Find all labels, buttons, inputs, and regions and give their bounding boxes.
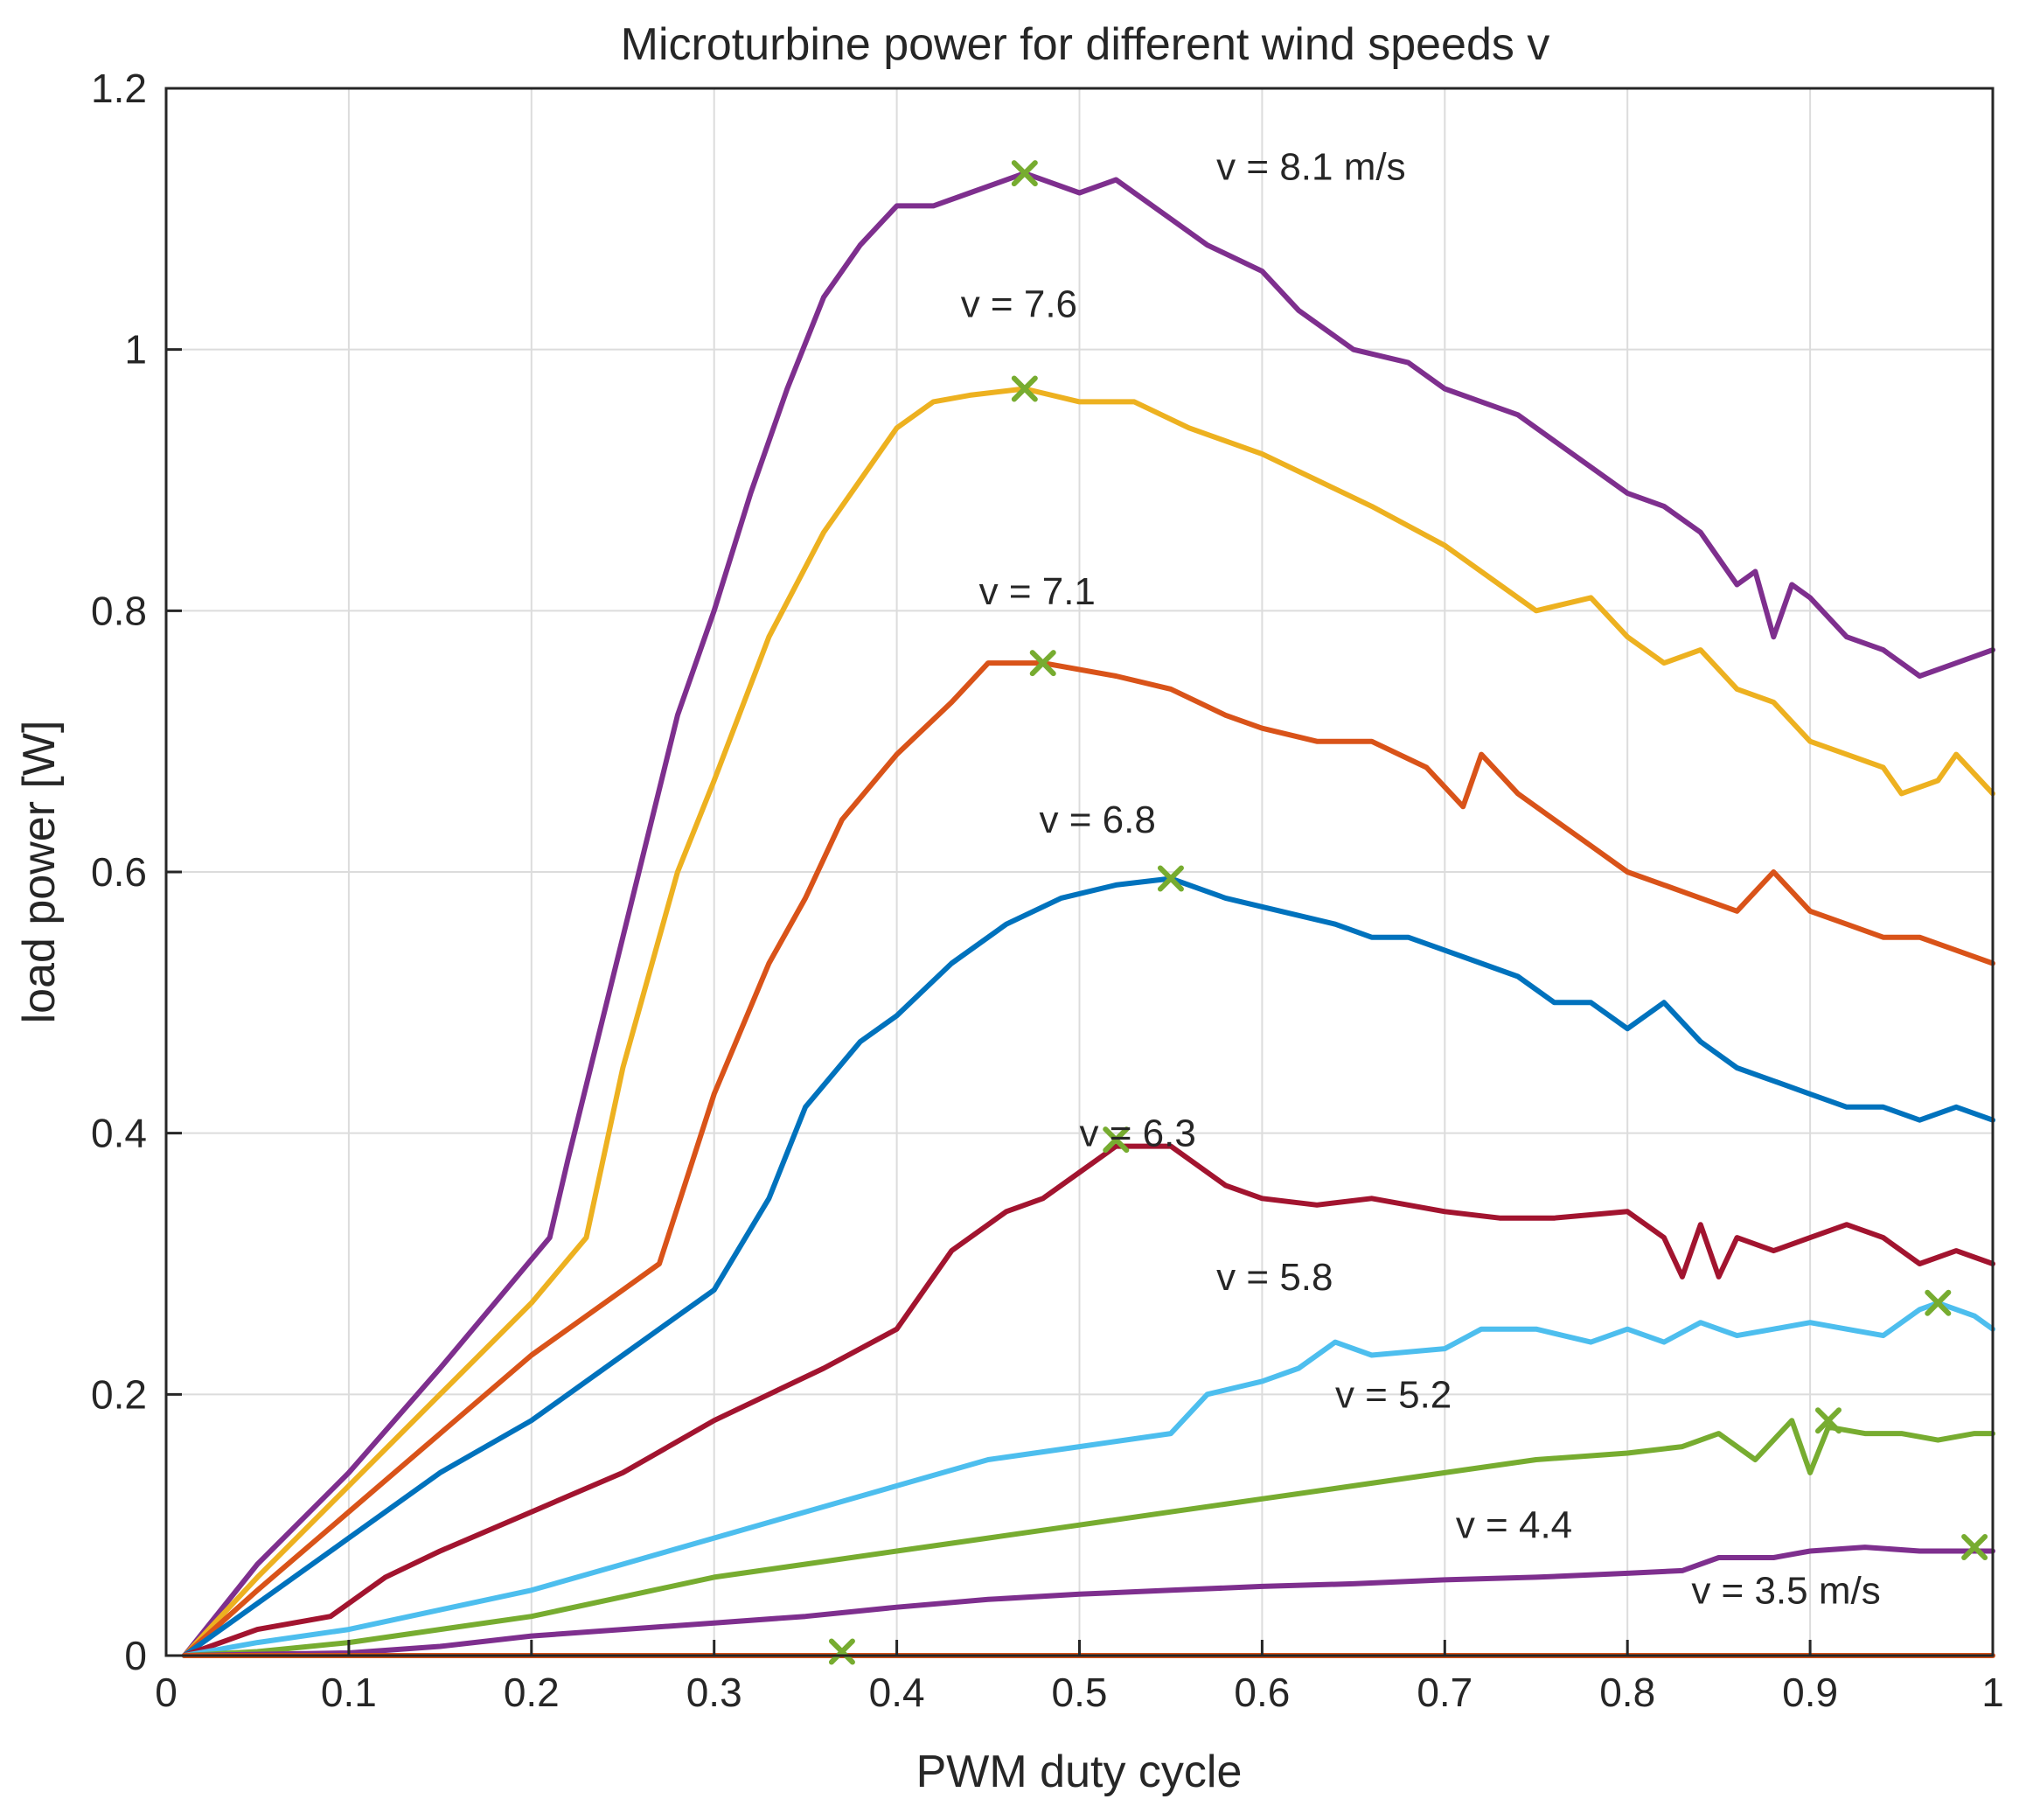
x-tick-label: 0.6: [1234, 1670, 1290, 1715]
y-tick-label: 0.4: [91, 1111, 147, 1156]
y-axis-title: load power [W]: [14, 721, 65, 1024]
max-power-marker-0: [1011, 160, 1038, 187]
y-tick-label: 0.8: [91, 588, 147, 633]
max-power-marker-2: [1029, 650, 1056, 677]
max-power-marker-7: [1961, 1534, 1988, 1561]
x-axis: 0 0.1 0.2 0.3 0.4 0.5 0.6 0.7 0.8 0.9 1: [155, 1640, 2004, 1715]
max-power-marker-1: [1011, 375, 1038, 402]
series-annotation-8: v = 3.5 m/s: [1691, 1569, 1880, 1612]
marker-stroke: [1157, 865, 1184, 892]
marker-stroke: [1029, 650, 1056, 677]
series-annotation-1: v = 7.6: [961, 282, 1077, 325]
y-tick-label: 0: [124, 1633, 147, 1678]
series-annotation-0: v = 8.1 m/s: [1216, 146, 1405, 189]
max-power-marker-5: [1925, 1289, 1952, 1316]
series-annotation-4: v = 6.3: [1080, 1112, 1196, 1155]
marker-stroke: [828, 1638, 855, 1665]
x-tick-label: 0.1: [321, 1670, 377, 1715]
y-tick-label: 0.2: [91, 1371, 147, 1417]
marker-stroke: [1011, 375, 1038, 402]
y-tick-label: 1: [124, 327, 147, 373]
label-layer: v = 8.1 m/s v = 7.6 v = 7.1 v = 6.8 v = 6.3 v…: [961, 146, 1881, 1613]
series-line-0: [181, 171, 1995, 1658]
max-power-marker-6: [1814, 1407, 1842, 1434]
x-tick-label: 0.9: [1782, 1670, 1838, 1715]
max-power-marker-4: [1103, 1126, 1130, 1154]
marker-stroke: [1925, 1289, 1952, 1316]
series-line-1: [181, 386, 1995, 1658]
x-tick-label: 1: [1981, 1670, 2004, 1715]
max-power-marker-8: [828, 1638, 855, 1665]
series-line-4: [181, 1143, 1995, 1658]
series-annotation-3: v = 6.8: [1040, 798, 1156, 841]
marker-stroke: [1011, 160, 1038, 187]
series-annotation-5: v = 5.8: [1216, 1256, 1333, 1299]
series-line-5: [181, 1300, 1995, 1658]
marker-stroke: [1814, 1407, 1842, 1434]
max-power-marker-3: [1157, 865, 1184, 892]
series-annotation-6: v = 5.2: [1335, 1373, 1452, 1416]
series-annotation-7: v = 4.4: [1456, 1504, 1572, 1547]
x-tick-label: 0: [155, 1670, 178, 1715]
marker-stroke: [1961, 1534, 1988, 1561]
y-axis: 0 0.2 0.4 0.6 0.8 1 1.2: [91, 66, 182, 1678]
x-axis-title: PWM duty cycle: [916, 1747, 1243, 1797]
x-tick-label: 0.7: [1417, 1670, 1473, 1715]
x-tick-label: 0.4: [869, 1670, 925, 1715]
series-line-7: [181, 1545, 1995, 1658]
series-line-2: [181, 660, 1995, 1658]
chart-title: Microturbine power for different wind sp…: [621, 19, 1550, 70]
x-tick-label: 0.2: [504, 1670, 560, 1715]
marker-layer: [828, 160, 1988, 1665]
x-tick-label: 0.5: [1052, 1670, 1108, 1715]
marker-stroke: [1103, 1126, 1130, 1154]
y-tick-label: 1.2: [91, 66, 147, 111]
y-tick-label: 0.6: [91, 849, 147, 895]
series-layer: [181, 171, 1995, 1658]
series-annotation-2: v = 7.1: [979, 570, 1096, 613]
series-line-6: [181, 1418, 1995, 1658]
x-tick-label: 0.3: [686, 1670, 742, 1715]
series-line-3: [181, 875, 1995, 1658]
x-tick-label: 0.8: [1599, 1670, 1655, 1715]
